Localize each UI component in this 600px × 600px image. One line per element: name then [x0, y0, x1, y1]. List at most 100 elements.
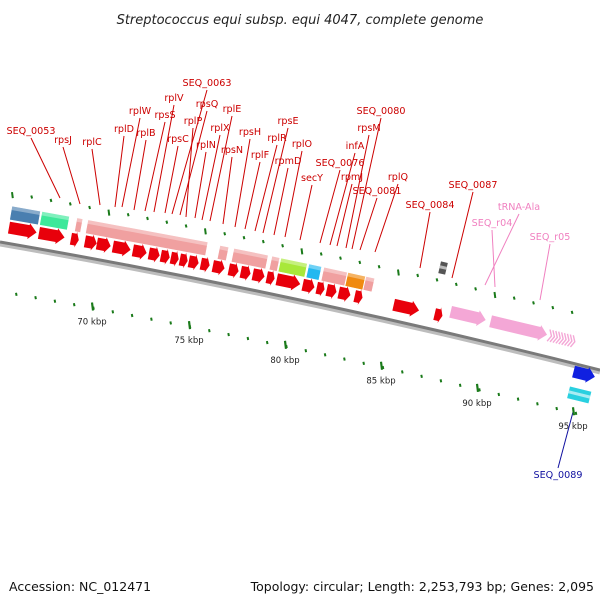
outer-mark — [242, 235, 246, 240]
feature-lower — [489, 315, 548, 341]
label-leader — [185, 127, 194, 218]
label-leader — [491, 229, 496, 288]
cds-arrow — [111, 240, 131, 257]
label-leader — [557, 411, 574, 469]
scale-minor-tick — [15, 292, 18, 296]
scale-minor-tick — [362, 361, 365, 365]
gene-label: SEQ_0087 — [449, 180, 498, 191]
label-leader — [419, 211, 431, 269]
scale-ruler: 70 kbp 75 kbp 80 kbp 85 kbp 90 kbp 95 kbp — [15, 292, 588, 432]
label-leader — [164, 145, 179, 214]
outer-mark — [377, 264, 381, 269]
scale-minor-tick — [555, 406, 558, 411]
gene-label: rpsM — [357, 123, 380, 134]
feature-lower — [546, 329, 576, 348]
gene-label: rpsS — [154, 110, 175, 121]
label-leader — [374, 183, 399, 253]
map-title: Streptococcus equi subsp. equi 4047, com… — [117, 13, 484, 28]
gene-label: SEQ_0080 — [357, 106, 406, 117]
cds-arrow — [337, 286, 351, 302]
outer-mark — [435, 278, 439, 282]
cds-arrow — [178, 252, 188, 269]
label-leader — [209, 115, 233, 222]
cds-arrow — [211, 259, 225, 276]
outer-mark — [49, 198, 53, 203]
outer-mark — [146, 216, 149, 221]
gene-label: SEQ_0053 — [7, 126, 56, 137]
feature-box — [320, 266, 348, 287]
label-leader — [451, 191, 474, 279]
label-leader — [345, 134, 370, 249]
genome-backbone — [0, 240, 600, 372]
label-leader — [133, 139, 147, 211]
cds-arrow — [7, 221, 37, 239]
scale-minor-tick — [458, 383, 462, 388]
label-leader — [359, 197, 378, 251]
feature-row-cds — [7, 221, 443, 323]
label-leader — [539, 243, 551, 301]
scale-minor-tick — [381, 365, 385, 370]
label-leader — [153, 104, 175, 213]
label-leader — [121, 117, 141, 208]
outer-mark — [397, 269, 400, 276]
gene-label: rplQ — [388, 172, 409, 183]
label-leader — [194, 151, 207, 219]
feature-box — [305, 263, 323, 281]
scale-minor-tick — [246, 336, 250, 341]
label-leader — [91, 148, 101, 206]
outer-mark — [551, 305, 555, 310]
cds-arrow — [95, 237, 111, 253]
label-leader — [171, 89, 208, 215]
label-leader — [144, 121, 166, 212]
label-leader — [484, 213, 520, 286]
scale-minor-tick — [72, 302, 76, 307]
scale-minor-tick — [227, 332, 230, 337]
cds-arrow — [187, 254, 199, 271]
label-leader — [319, 169, 341, 244]
gene-label: rplW — [129, 106, 152, 117]
outer-mark — [570, 310, 574, 315]
gene-label: rplN — [196, 140, 216, 151]
scale-tick-label: 70 kbp — [77, 318, 106, 328]
gene-label: rplV — [164, 93, 184, 104]
scale-major-tick — [379, 361, 384, 370]
feature-box — [277, 257, 308, 278]
gene-label: rplE — [223, 104, 242, 115]
cds-arrow — [301, 278, 315, 295]
scale-tick-label: 75 kbp — [174, 336, 203, 346]
cds-arrow — [199, 256, 210, 273]
label-leader — [299, 184, 313, 241]
scale-minor-tick — [497, 392, 501, 397]
scale-major-tick — [283, 340, 288, 349]
cds-arrow — [69, 231, 79, 248]
cds-arrow — [353, 289, 363, 305]
label-leader — [222, 156, 233, 225]
gene-label: rpsH — [239, 127, 261, 138]
gene-label: SEQ_0084 — [406, 200, 455, 211]
feature-box — [9, 205, 41, 226]
gene-label: SEQ_0089 — [534, 470, 583, 481]
scale-minor-tick — [304, 348, 308, 353]
feature-lower — [438, 261, 448, 275]
topology-text: Topology: circular; Length: 2,253,793 bp… — [250, 579, 594, 594]
scale-minor-tick — [401, 370, 404, 374]
scale-minor-tick — [478, 388, 481, 392]
feature-box — [85, 219, 209, 257]
scale-tick-label: 90 kbp — [462, 399, 491, 409]
outer-mark — [88, 205, 91, 210]
outer-mark — [126, 212, 130, 217]
scale-minor-tick — [53, 299, 57, 303]
outer-mark — [532, 301, 535, 305]
outer-position-marks — [11, 191, 574, 315]
label-leader — [254, 144, 278, 232]
feature-box — [74, 217, 84, 233]
label-leader — [329, 152, 356, 246]
gene-label: infA — [346, 141, 365, 152]
genome-backbone-shadow — [0, 241, 600, 375]
outer-mark — [493, 291, 497, 299]
outer-mark — [454, 282, 458, 287]
scale-minor-tick — [130, 313, 134, 318]
outer-mark — [339, 256, 342, 260]
label-leader — [262, 127, 289, 234]
outer-mark — [223, 231, 227, 236]
